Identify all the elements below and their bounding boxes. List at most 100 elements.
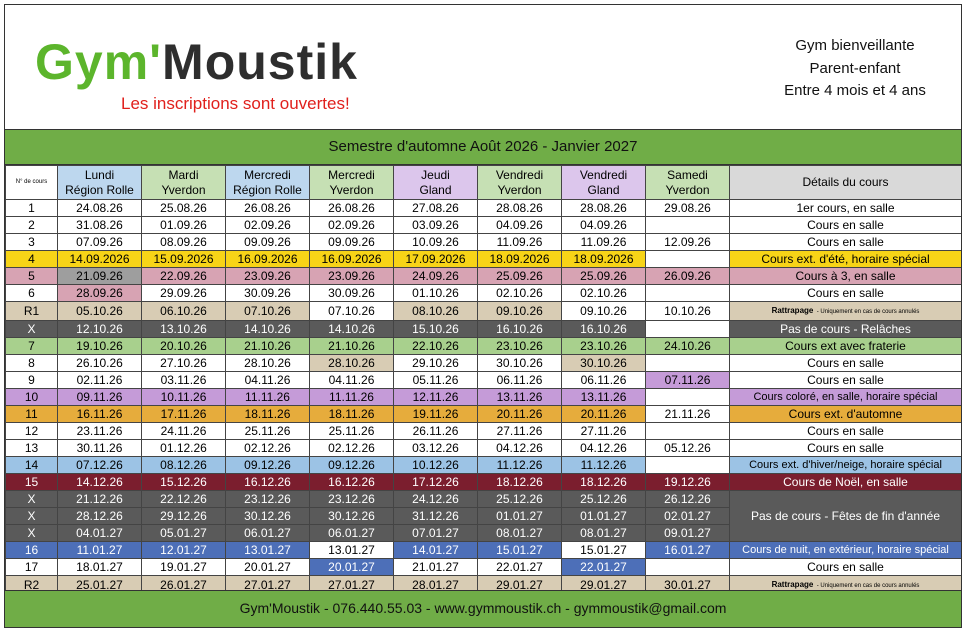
course-date: 07.12.26	[57, 456, 142, 474]
course-date: 30.09.26	[309, 284, 394, 302]
course-number: 13	[5, 439, 58, 457]
column-header: Mercredi Yverdon	[309, 165, 394, 200]
course-date: 20.01.27	[309, 558, 394, 576]
course-date: 04.09.26	[561, 216, 646, 234]
course-date: 11.01.27	[57, 541, 142, 559]
column-header-line: Yverdon	[161, 182, 206, 197]
course-details: Cours en salle	[729, 422, 961, 440]
course-date: 12.09.26	[645, 233, 730, 251]
course-row: 5 21.09.26 22.09.26 23.09.26 23.09.26 24.09.2…	[5, 267, 961, 285]
course-details: Cours à 3, en salle	[729, 267, 961, 285]
course-date: 23.10.26	[561, 337, 646, 355]
course-number: 12	[5, 422, 58, 440]
course-date: 18.11.26	[225, 405, 310, 423]
course-date: 14.10.26	[309, 320, 394, 338]
course-date: 19.11.26	[393, 405, 478, 423]
course-date: 11.11.26	[225, 388, 310, 406]
course-date: 03.09.26	[393, 216, 478, 234]
course-date: 25.08.26	[141, 199, 226, 217]
course-date: 04.11.26	[225, 371, 310, 389]
course-number: 10	[5, 388, 58, 406]
course-date: 14.12.26	[57, 473, 142, 491]
course-row: 8 26.10.26 27.10.26 28.10.26 28.10.26 29.10.2…	[5, 354, 961, 372]
course-date: 05.12.26	[645, 439, 730, 457]
course-date: 06.01.27	[225, 524, 310, 542]
course-date: 02.10.26	[477, 284, 562, 302]
course-date: 16.10.26	[477, 320, 562, 338]
course-number: X	[5, 524, 58, 542]
course-date: 10.09.26	[393, 233, 478, 251]
course-date: 24.12.26	[393, 490, 478, 508]
course-date: 04.12.26	[477, 439, 562, 457]
course-date: 02.11.26	[57, 371, 142, 389]
details-label: Rattrapage	[771, 580, 814, 589]
course-number: 15	[5, 473, 58, 491]
course-date: 27.11.26	[477, 422, 562, 440]
info-line: Parent-enfant	[809, 59, 901, 77]
course-date: 09.01.27	[645, 524, 730, 542]
details-label: Rattrapage	[771, 306, 814, 315]
course-date: 22.12.26	[141, 490, 226, 508]
course-row: 14 07.12.26 08.12.26 09.12.26 09.12.26 10.12.…	[5, 456, 961, 474]
course-date: 25.12.26	[477, 490, 562, 508]
course-date: 16.12.26	[225, 473, 310, 491]
course-details: Cours coloré, en salle, horaire spécial	[729, 388, 961, 406]
column-header-line: Gland	[419, 182, 452, 197]
course-date: 25.09.26	[477, 267, 562, 285]
course-date: 18.09.2026	[561, 250, 646, 268]
course-date: 04.09.26	[477, 216, 562, 234]
course-date: 29.12.26	[141, 507, 226, 525]
course-date: 14.09.2026	[57, 250, 142, 268]
course-date: 08.12.26	[141, 456, 226, 474]
course-details: Pas de cours - Fêtes de fin d'année	[729, 490, 961, 542]
column-header: Samedi Yverdon	[645, 165, 730, 200]
column-header: Mercredi Région Rolle	[225, 165, 310, 200]
course-date: 09.10.26	[561, 301, 646, 321]
course-date: 11.11.26	[309, 388, 394, 406]
course-date: 23.09.26	[309, 267, 394, 285]
column-header-line: Yverdon	[665, 182, 710, 197]
course-date: 13.11.26	[477, 388, 562, 406]
course-date: 01.09.26	[141, 216, 226, 234]
course-date	[645, 388, 730, 406]
course-date: 10.10.26	[645, 301, 730, 321]
course-date: 29.09.26	[141, 284, 226, 302]
course-row: 2 31.08.26 01.09.26 02.09.26 02.09.26 03.09.2…	[5, 216, 961, 234]
course-date: 05.01.27	[141, 524, 226, 542]
course-row: 6 28.09.26 29.09.26 30.09.26 30.09.26 01.10.2…	[5, 284, 961, 302]
course-date: 21.01.27	[393, 558, 478, 576]
column-header-line: Samedi	[667, 167, 708, 182]
course-date: 06.10.26	[141, 301, 226, 321]
course-date: 13.10.26	[141, 320, 226, 338]
course-date: 27.11.26	[561, 422, 646, 440]
course-number: 4	[5, 250, 58, 268]
logo-part: Gym'	[35, 34, 163, 90]
header: Gym'Moustik Les inscriptions sont ouvert…	[5, 5, 961, 129]
column-header: Mardi Yverdon	[141, 165, 226, 200]
course-row: 4 14.09.2026 15.09.2026 16.09.2026 16.09.202…	[5, 250, 961, 268]
course-date: 12.01.27	[141, 541, 226, 559]
course-date: 15.01.27	[477, 541, 562, 559]
course-date: 06.11.26	[477, 371, 562, 389]
course-row: X 21.12.26 22.12.26 23.12.26 23.12.26 24.12.2…	[5, 490, 961, 542]
course-date	[645, 456, 730, 474]
course-row: 16 11.01.27 12.01.27 13.01.27 13.01.27 14.01.…	[5, 541, 961, 559]
course-date: 11.09.26	[477, 233, 562, 251]
course-date: 09.09.26	[225, 233, 310, 251]
course-date: 26.10.26	[57, 354, 142, 372]
course-date: 07.01.27	[393, 524, 478, 542]
course-date: 08.10.26	[393, 301, 478, 321]
course-details: Cours en salle	[729, 233, 961, 251]
course-date: 18.11.26	[309, 405, 394, 423]
course-date: 05.10.26	[57, 301, 142, 321]
course-row: 13 30.11.26 01.12.26 02.12.26 02.12.26 03.12.…	[5, 439, 961, 457]
column-header-line: Mercredi	[244, 167, 291, 182]
course-date: 15.12.26	[141, 473, 226, 491]
course-date: 25.11.26	[309, 422, 394, 440]
course-date: 25.01.27	[57, 575, 142, 595]
course-date: 06.01.27	[309, 524, 394, 542]
course-date: 28.12.26	[57, 507, 142, 525]
info: Gym bienveillante Parent-enfant Entre 4 …	[765, 35, 945, 103]
course-date: 23.12.26	[309, 490, 394, 508]
